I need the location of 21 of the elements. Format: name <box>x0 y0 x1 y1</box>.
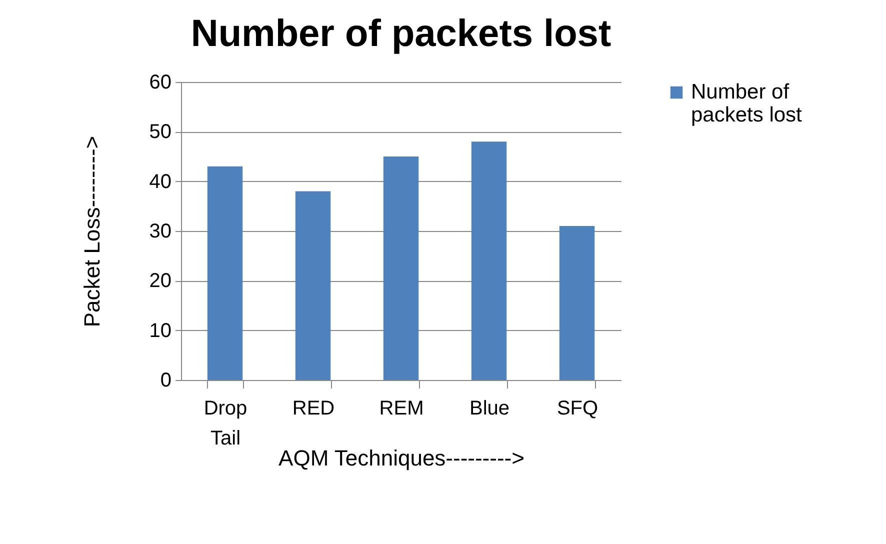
y-tick-label: 40 <box>149 170 172 193</box>
x-tick-label: REM <box>379 398 424 420</box>
x-tick-label: SFQ <box>556 398 598 420</box>
bar <box>207 166 243 380</box>
bar <box>559 226 595 380</box>
legend-label: Number of packets lost <box>691 80 802 126</box>
x-tick-label: RED <box>292 398 335 420</box>
y-tick-label: 50 <box>149 121 172 144</box>
bar <box>383 156 419 380</box>
bar <box>295 191 331 380</box>
y-tick-label: 0 <box>160 370 172 392</box>
bar <box>471 142 507 380</box>
y-tick-label: 10 <box>149 320 172 342</box>
chart-title: Number of packets lost <box>190 13 612 55</box>
y-tick-label: 30 <box>149 220 172 242</box>
y-tick-label: 60 <box>149 72 172 94</box>
x-tick-label: Blue <box>469 398 510 420</box>
x-axis-title: AQM Techniques---------> <box>278 446 524 470</box>
y-tick-label: 20 <box>149 270 172 292</box>
x-tick-label: Drop Tail <box>204 398 248 450</box>
y-axis-title: Packet Loss--------> <box>79 136 104 328</box>
